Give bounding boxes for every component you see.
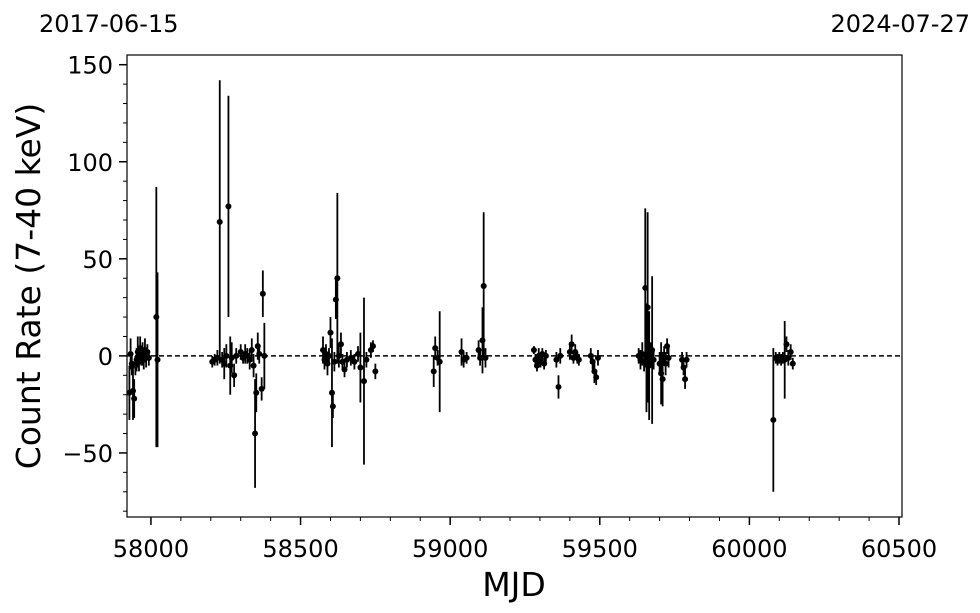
data-point [248,347,255,354]
y-axis-label: Count Rate (7-40 keV) [9,103,48,470]
data-point [225,203,232,210]
data-point [430,368,437,375]
data-point [327,329,334,336]
data-point [482,354,489,361]
data-point [261,352,268,359]
data-point [329,403,336,410]
data-point [665,354,672,361]
data-point [789,360,796,367]
data-point [258,385,265,392]
data-point [659,376,666,383]
data-point [372,368,379,375]
top-right-date-label: 2024-07-27 [831,10,970,38]
data-point [228,354,235,361]
data-point [325,352,332,359]
data-point [328,389,335,396]
y-tick-label: 0 [98,343,113,371]
top-left-date-label: 2017-06-15 [39,10,178,38]
x-tick-label: 60000 [711,535,787,563]
data-point [770,416,777,423]
data-point [341,366,348,373]
y-tick-label: −50 [62,440,113,468]
data-point [145,354,152,361]
data-point [594,354,601,361]
x-axis-label: MJD [482,565,546,604]
data-point [231,372,238,379]
data-point [664,343,671,350]
x-tick-label: 59000 [412,535,488,563]
data-point [337,341,344,348]
data-point [644,304,651,311]
data-point [541,360,548,367]
data-point [436,358,443,365]
data-point [480,283,487,289]
data-point [530,347,537,354]
data-point [479,337,486,344]
data-point [533,362,540,369]
data-point [233,352,240,359]
data-point [593,374,600,381]
data-point [259,290,266,297]
data-point [542,352,549,359]
data-point [682,376,689,383]
y-tick-label: 100 [67,149,113,177]
data-point [256,350,263,357]
data-point [357,364,364,371]
data-point [432,345,439,352]
data-point [555,383,562,390]
data-point [331,358,338,365]
data-point [369,343,376,350]
data-point [252,430,259,437]
data-point [347,354,354,361]
data-point [127,350,134,357]
data-point [553,356,560,363]
data-point [351,358,358,365]
data-point [216,218,223,225]
data-point [575,356,582,363]
data-point [129,387,136,394]
data-point [250,362,257,369]
data-point [463,354,470,361]
axes: 58000 58500 59000 59500 60000 60500 −50 0 50 100 1… [62,52,937,563]
data-point [783,341,790,348]
plot-frame [126,54,903,518]
data-point [131,395,138,402]
data-point [557,352,564,359]
data-point [253,389,260,396]
data-point [153,314,160,321]
y-tick-label: 50 [82,246,113,274]
data-point [680,364,687,371]
plot-area [126,80,902,492]
data-point [662,360,669,367]
y-tick-label: 150 [67,52,113,80]
data-point [334,275,341,282]
data-point [650,356,657,363]
x-tick-label: 60500 [861,535,937,563]
data-point [154,356,161,363]
data-point [360,378,367,385]
data-point [787,349,794,355]
data-point [363,356,370,363]
x-tick-label: 58000 [113,535,189,563]
data-point [568,341,575,348]
data-point [683,356,690,363]
x-tick-label: 58500 [262,535,338,563]
x-tick-label: 59500 [562,535,638,563]
data-point [223,352,230,359]
